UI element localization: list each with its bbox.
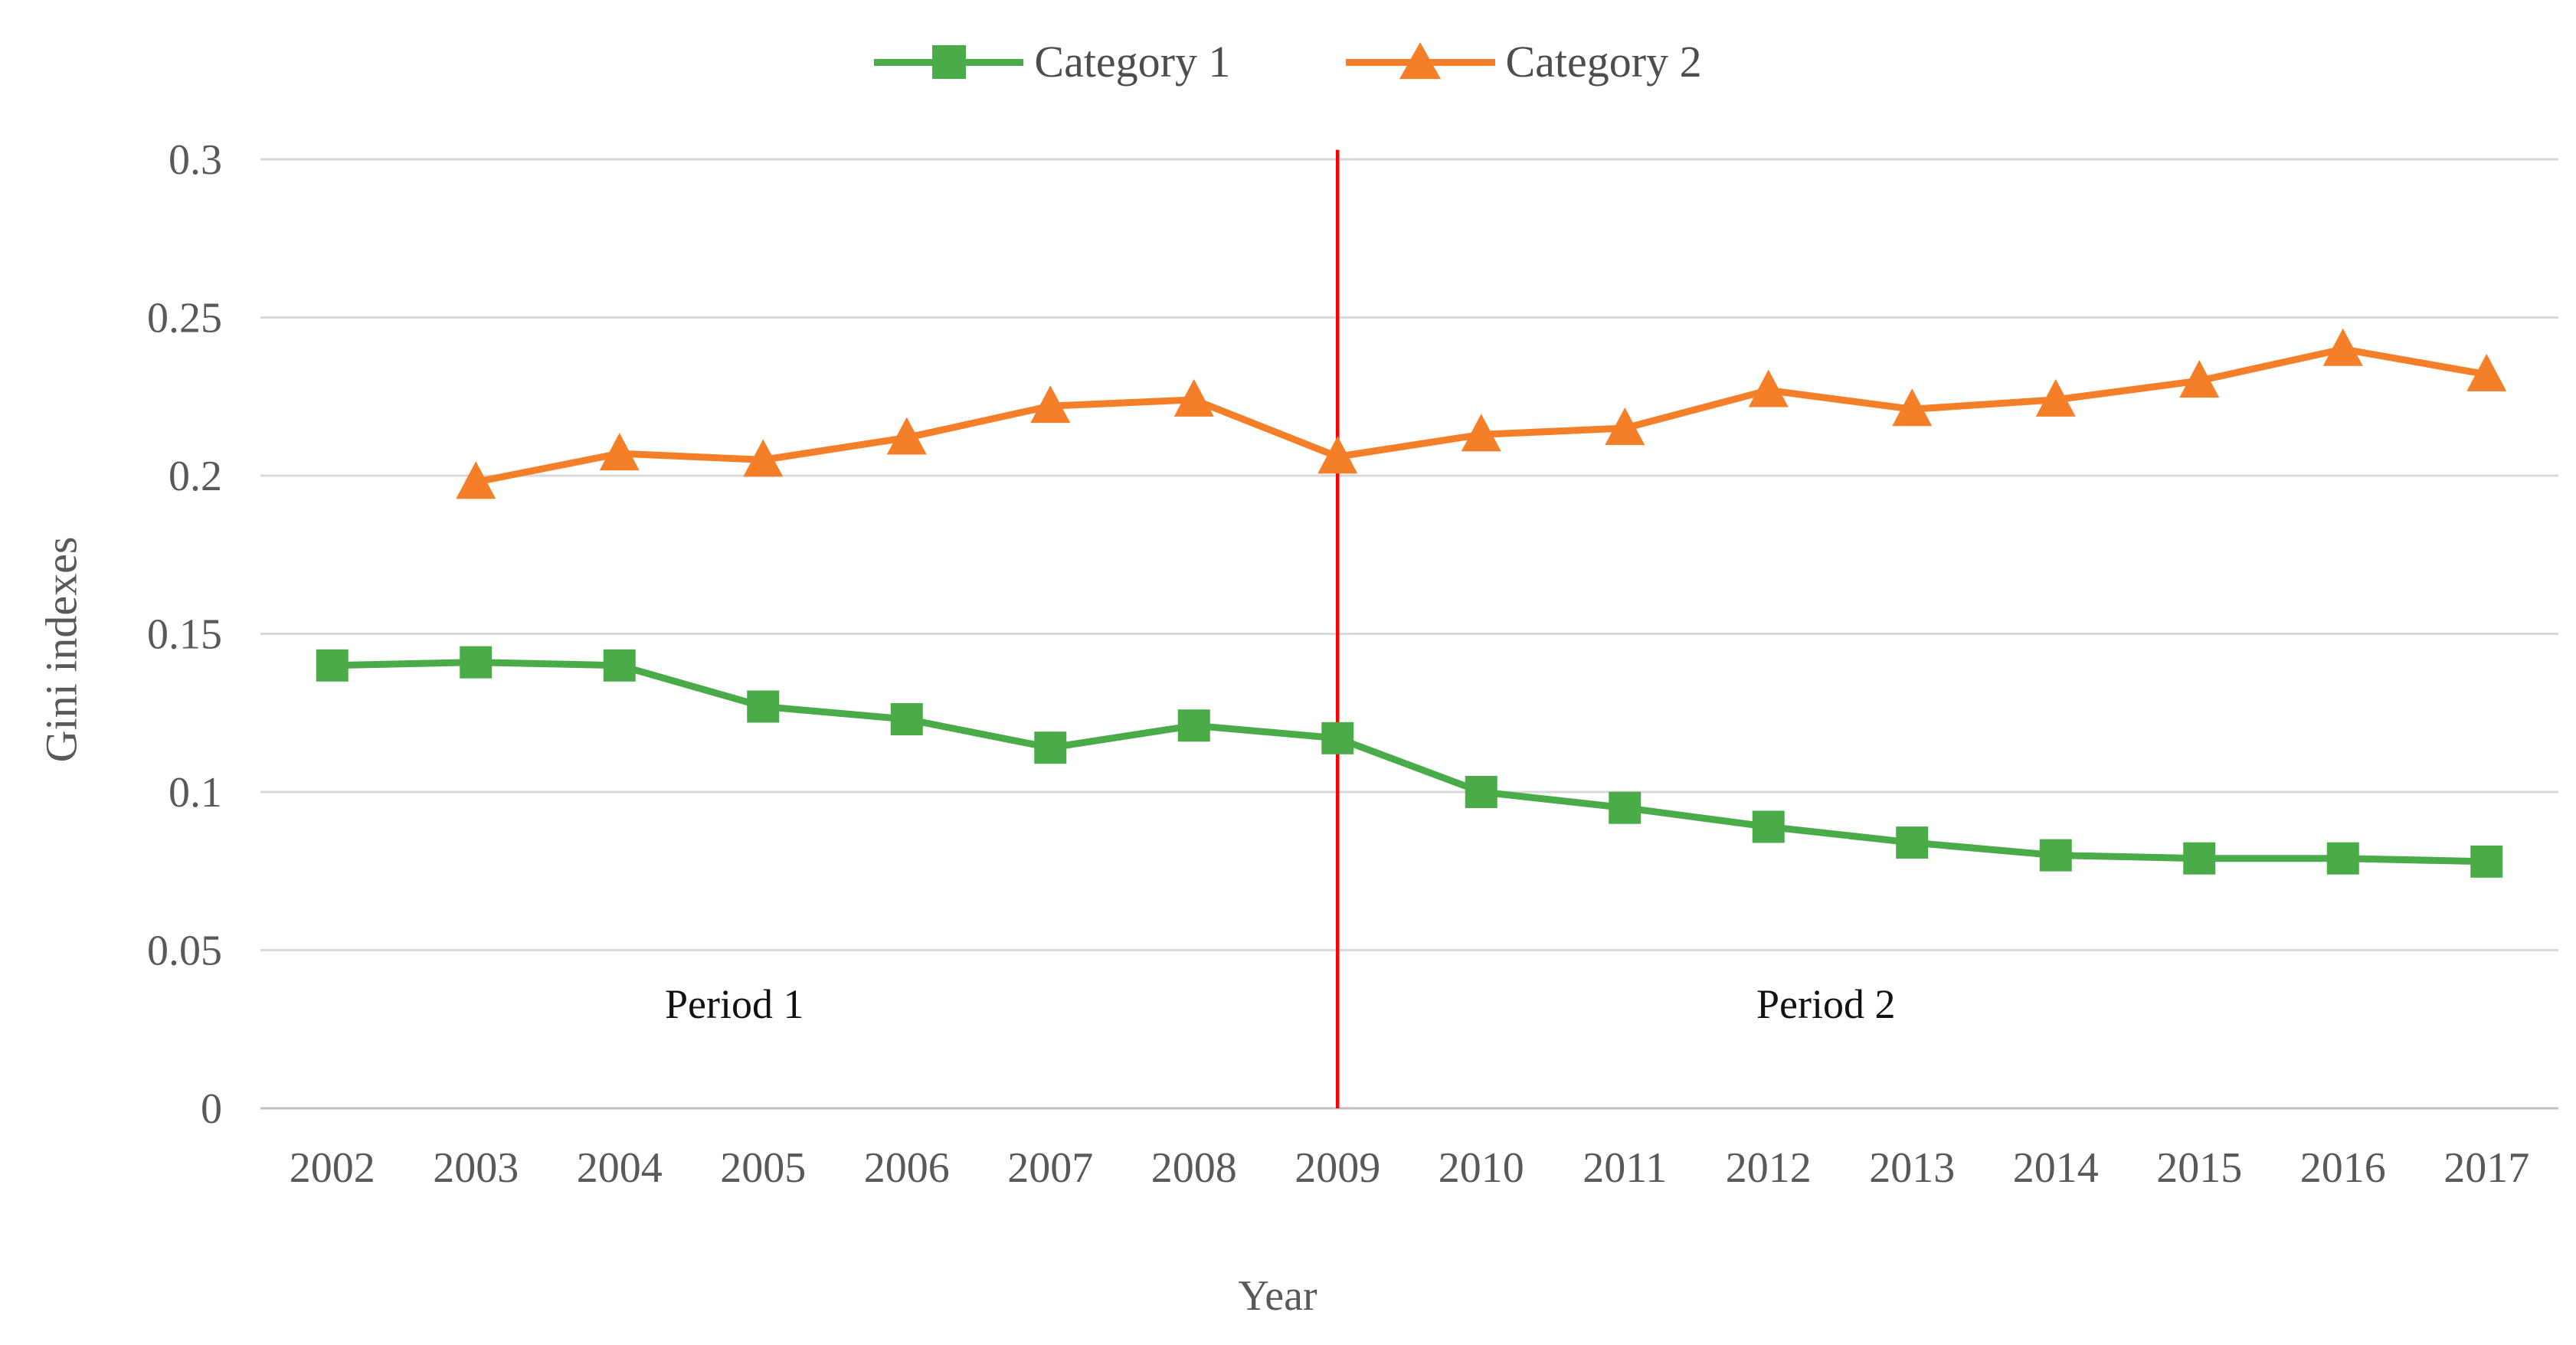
legend-item-category-2: Category 2 — [1345, 37, 1702, 87]
data-point-triangle-marker — [1748, 369, 1789, 407]
x-tick-label: 2007 — [1007, 1144, 1093, 1192]
triangle-marker-icon — [1399, 42, 1441, 80]
x-tick-label: 2011 — [1583, 1144, 1667, 1192]
x-tick-label: 2010 — [1439, 1144, 1524, 1192]
data-point-triangle-marker — [1030, 385, 1071, 424]
data-point-square-marker — [2326, 842, 2359, 875]
data-point-triangle-marker — [743, 439, 784, 477]
data-point-square-marker — [316, 649, 349, 682]
legend-label-category-2: Category 2 — [1505, 37, 1702, 87]
square-marker-icon — [931, 45, 966, 79]
x-tick-label: 2005 — [720, 1144, 806, 1192]
data-point-triangle-marker — [456, 461, 496, 499]
y-tick-label: 0.05 — [147, 928, 222, 975]
data-point-square-marker — [603, 649, 636, 682]
data-point-square-marker — [1896, 826, 1929, 859]
y-tick-label: 0.15 — [147, 611, 222, 659]
data-point-square-marker — [460, 646, 493, 679]
data-point-triangle-marker — [2035, 378, 2076, 417]
x-tick-label: 2008 — [1151, 1144, 1237, 1192]
data-point-triangle-marker — [886, 417, 927, 455]
x-tick-label: 2002 — [290, 1144, 375, 1192]
data-point-square-marker — [2039, 839, 2072, 872]
y-tick-label: 0 — [201, 1085, 222, 1133]
x-tick-label: 2003 — [433, 1144, 519, 1192]
x-tick-label: 2013 — [1869, 1144, 1955, 1192]
data-point-square-marker — [1321, 722, 1354, 754]
x-tick-label: 2015 — [2156, 1144, 2242, 1192]
data-point-square-marker — [747, 690, 780, 723]
data-point-triangle-marker — [2322, 328, 2363, 366]
data-point-square-marker — [1752, 810, 1785, 843]
x-tick-label: 2017 — [2443, 1144, 2529, 1192]
data-point-square-marker — [1177, 709, 1210, 742]
x-tick-label: 2009 — [1295, 1144, 1380, 1192]
data-point-triangle-marker — [2179, 360, 2220, 398]
period-1-annotation: Period 1 — [665, 980, 804, 1027]
y-tick-label: 0.25 — [147, 295, 222, 342]
legend-line-sample-category-1 — [874, 45, 1024, 79]
data-point-square-marker — [1609, 791, 1642, 824]
data-point-square-marker — [890, 703, 923, 736]
y-tick-label: 0.1 — [169, 769, 222, 816]
data-point-square-marker — [2470, 845, 2503, 878]
y-tick-label: 0.2 — [169, 453, 222, 500]
data-point-triangle-marker — [1317, 436, 1358, 474]
legend-line-sample-category-2 — [1345, 42, 1495, 80]
y-tick-label: 0.3 — [169, 136, 222, 184]
data-point-triangle-marker — [1461, 414, 1501, 452]
x-tick-label: 2012 — [1726, 1144, 1812, 1192]
series-line-category-1 — [332, 659, 2487, 866]
data-point-triangle-marker — [1605, 407, 1645, 446]
legend: Category 1 Category 2 — [0, 40, 2576, 84]
x-tick-label: 2006 — [864, 1144, 950, 1192]
data-point-triangle-marker — [599, 433, 640, 471]
data-point-triangle-marker — [2466, 353, 2507, 391]
x-tick-label: 2016 — [2300, 1144, 2386, 1192]
data-point-triangle-marker — [1892, 388, 1933, 427]
legend-label-category-1: Category 1 — [1034, 37, 1231, 87]
x-tick-label: 2014 — [2013, 1144, 2099, 1192]
x-tick-label: 2004 — [577, 1144, 663, 1192]
legend-item-category-1: Category 1 — [874, 37, 1231, 87]
x-axis-title: Year — [1238, 1272, 1317, 1320]
data-point-square-marker — [2183, 842, 2216, 875]
y-axis-title: Gini indexes — [36, 536, 87, 763]
data-point-square-marker — [1465, 776, 1497, 808]
data-point-square-marker — [1034, 731, 1067, 764]
period-2-annotation: Period 2 — [1756, 980, 1896, 1027]
data-point-triangle-marker — [1173, 378, 1214, 417]
